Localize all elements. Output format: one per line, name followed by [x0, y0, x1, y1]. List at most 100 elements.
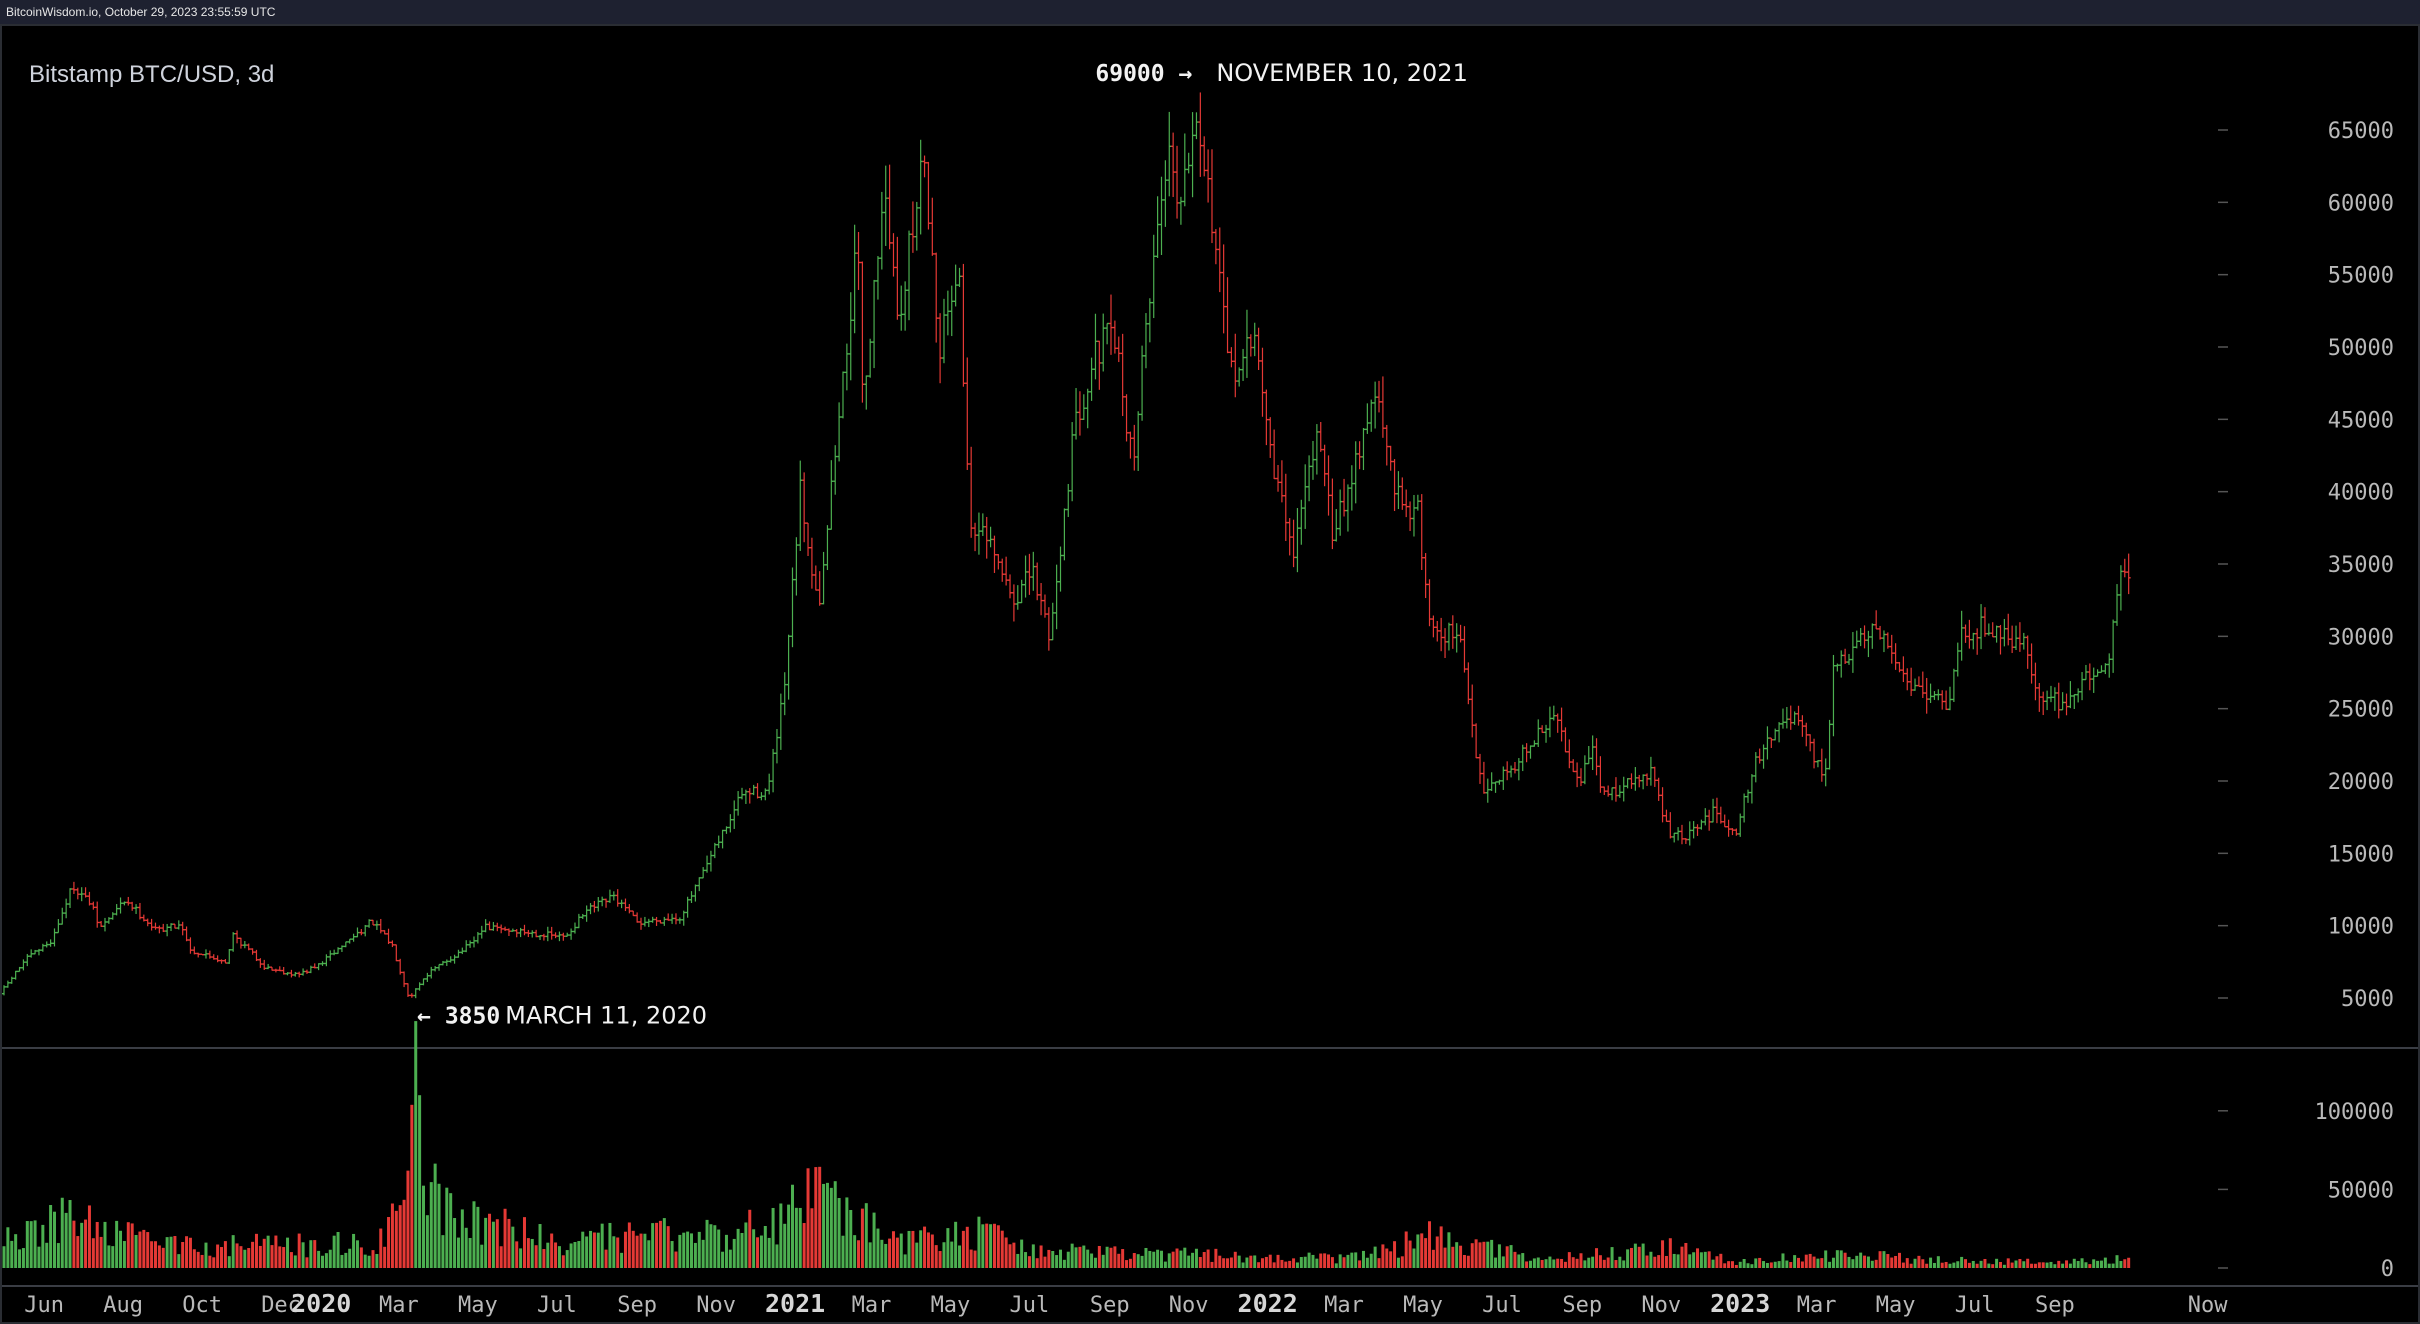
volume-bar — [1416, 1234, 1420, 1268]
volume-bar — [1295, 1262, 1299, 1268]
volume-bar — [231, 1235, 235, 1268]
price-candles — [2, 92, 2131, 999]
volume-bar — [756, 1237, 760, 1268]
volume-bar — [1525, 1261, 1529, 1268]
volume-bar — [1575, 1258, 1579, 1268]
time-tick-label: Mar — [1324, 1293, 1364, 1318]
volume-bar — [1393, 1241, 1397, 1268]
volume-bar — [1971, 1260, 1975, 1268]
y-tick-marks — [2218, 129, 2228, 1269]
volume-bar — [153, 1241, 157, 1268]
volume-bar — [317, 1250, 321, 1268]
volume-bar — [1412, 1248, 1416, 1268]
volume-bar — [938, 1251, 942, 1268]
volume-bar — [87, 1205, 91, 1268]
volume-bar — [1253, 1255, 1257, 1268]
volume-bar — [666, 1226, 670, 1268]
volume-bar — [10, 1240, 14, 1268]
volume-bar — [1315, 1258, 1319, 1268]
volume-bar — [1960, 1256, 1964, 1268]
volume-bar — [1093, 1257, 1097, 1268]
volume-bar — [1327, 1254, 1331, 1268]
volume-bar — [1338, 1254, 1342, 1268]
volume-bar — [1991, 1264, 1995, 1268]
volume-bar — [6, 1227, 10, 1268]
volume-bar — [270, 1245, 274, 1268]
volume-bar — [188, 1237, 192, 1268]
volume-bar — [612, 1236, 616, 1268]
time-tick-label: May — [931, 1293, 971, 1318]
volume-bar — [1128, 1258, 1132, 1268]
volume-bar — [37, 1246, 41, 1268]
time-tick-label: 2022 — [1238, 1289, 1298, 1318]
volume-bar — [915, 1242, 919, 1268]
volume-bar — [2033, 1263, 2037, 1268]
volume-bar — [1451, 1246, 1455, 1268]
volume-bar — [243, 1249, 247, 1268]
volume-bar — [884, 1243, 888, 1268]
volume-bar — [1765, 1262, 1769, 1268]
ath-date-annotation: NOVEMBER 10, 2021 — [1216, 59, 1468, 87]
volume-bar — [519, 1248, 523, 1268]
volume-bar — [328, 1249, 332, 1268]
volume-bar — [569, 1243, 573, 1268]
volume-bar — [958, 1245, 962, 1268]
volume-bar — [1486, 1241, 1490, 1268]
volume-bar — [631, 1230, 635, 1268]
volume-bar — [1117, 1253, 1121, 1268]
volume-bar — [1307, 1252, 1311, 1268]
volume-bar — [546, 1242, 550, 1268]
volume-bar — [1847, 1256, 1851, 1268]
volume-bar — [1268, 1254, 1272, 1268]
volume-bar — [1334, 1263, 1338, 1268]
volume-bar — [425, 1215, 429, 1268]
volume-bar — [453, 1218, 457, 1268]
volume-bar — [775, 1244, 779, 1268]
volume-bar — [923, 1226, 927, 1268]
ath-price-annotation: 69000 → — [1095, 61, 1192, 87]
volume-bar — [1187, 1255, 1191, 1268]
volume-bar — [1459, 1245, 1463, 1268]
volume-bar — [2103, 1257, 2107, 1268]
volume-bar — [744, 1222, 748, 1268]
volume-bar — [585, 1236, 589, 1268]
volume-bar — [1078, 1246, 1082, 1268]
volume-bar — [33, 1220, 37, 1268]
volume-bar — [1470, 1243, 1474, 1268]
source-timestamp: BitcoinWisdom.io, October 29, 2023 23:55… — [6, 5, 276, 19]
volume-bar — [1396, 1257, 1400, 1268]
volume-bar — [1404, 1231, 1408, 1268]
volume-bar — [954, 1221, 958, 1268]
volume-bar — [91, 1238, 95, 1268]
volume-bar — [1727, 1261, 1731, 1268]
volume-bar — [1424, 1238, 1428, 1268]
volume-bar — [2018, 1258, 2022, 1268]
volume-bar — [709, 1224, 713, 1268]
volume-bar — [309, 1240, 313, 1268]
volume-bar — [293, 1255, 297, 1268]
volume-bar — [806, 1168, 810, 1268]
volume-bar — [1358, 1260, 1362, 1268]
volume-bar — [1812, 1256, 1816, 1268]
volume-bar — [1012, 1242, 1016, 1268]
time-tick-label: Jul — [1010, 1293, 1050, 1318]
volume-bar — [491, 1221, 495, 1268]
volume-bar — [278, 1246, 282, 1268]
volume-bar — [1159, 1250, 1163, 1268]
volume-bar — [724, 1234, 728, 1268]
time-tick-label: Mar — [852, 1293, 892, 1318]
price-tick-label: 25000 — [2328, 698, 2394, 723]
volume-bar — [1583, 1260, 1587, 1268]
volume-bar — [1474, 1239, 1478, 1268]
volume-bar — [1730, 1261, 1734, 1268]
volume-bar — [76, 1236, 80, 1268]
volume-bar — [445, 1187, 449, 1268]
volume-bar — [596, 1232, 600, 1268]
volume-bar — [1466, 1255, 1470, 1268]
volume-bar — [647, 1240, 651, 1268]
volume-bar — [274, 1235, 278, 1268]
volume-bar — [690, 1233, 694, 1268]
volume-bar — [1936, 1256, 1940, 1268]
top-info-bar: BitcoinWisdom.io, October 29, 2023 23:55… — [0, 0, 2420, 24]
volume-bar — [1501, 1256, 1505, 1268]
